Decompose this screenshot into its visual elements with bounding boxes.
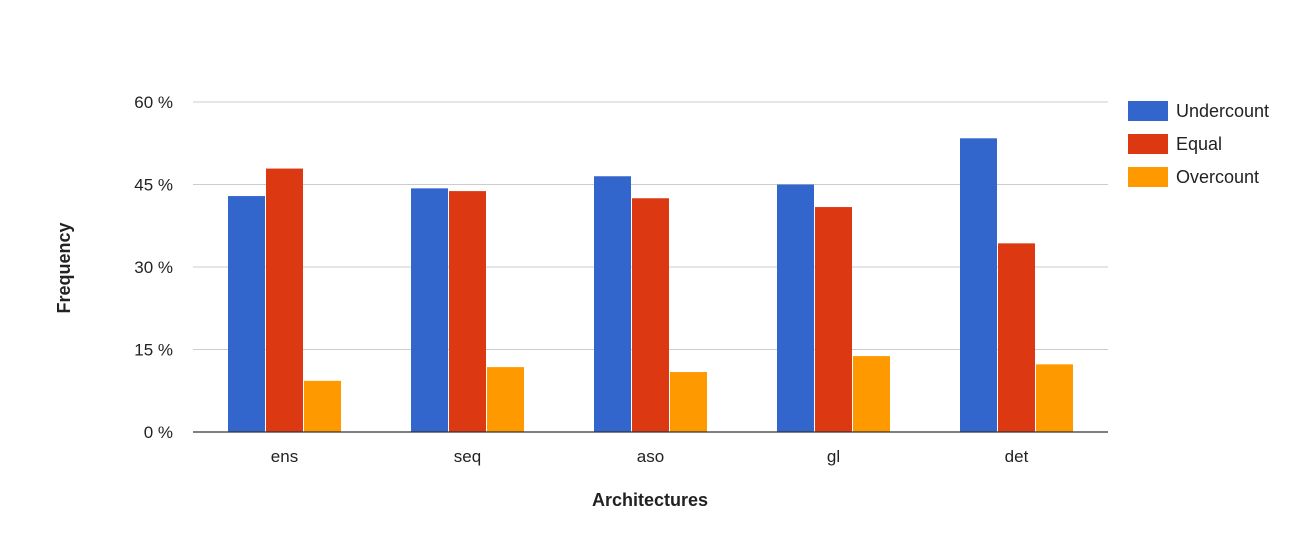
bar-overcount-ens bbox=[304, 380, 341, 432]
y-tick-labels: 0 % 15 % 30 % 45 % 60 % bbox=[134, 93, 173, 442]
y-tick-label: 0 % bbox=[144, 423, 173, 442]
bar-overcount-det bbox=[1036, 364, 1073, 432]
bar-equal-seq bbox=[449, 191, 486, 432]
x-tick-label: seq bbox=[454, 447, 481, 466]
y-axis-title: Frequency bbox=[54, 222, 74, 313]
bar-undercount-gl bbox=[777, 184, 814, 432]
legend-swatch bbox=[1128, 134, 1168, 154]
x-tick-label: det bbox=[1005, 447, 1029, 466]
x-axis-title: Architectures bbox=[592, 490, 708, 510]
x-tick-label: ens bbox=[271, 447, 298, 466]
legend-label: Equal bbox=[1176, 134, 1222, 154]
y-tick-label: 15 % bbox=[134, 341, 173, 360]
bar-equal-gl bbox=[815, 207, 852, 432]
bar-equal-aso bbox=[632, 198, 669, 432]
x-tick-label: gl bbox=[827, 447, 840, 466]
legend-swatch bbox=[1128, 167, 1168, 187]
bar-overcount-gl bbox=[853, 356, 890, 432]
bar-equal-ens bbox=[266, 168, 303, 433]
legend-item-equal: Equal bbox=[1128, 134, 1222, 154]
legend-item-overcount: Overcount bbox=[1128, 167, 1259, 187]
x-tick-label: aso bbox=[637, 447, 664, 466]
y-tick-label: 60 % bbox=[134, 93, 173, 112]
bar-undercount-det bbox=[960, 138, 997, 433]
bar-undercount-ens bbox=[228, 196, 265, 432]
bar-equal-det bbox=[998, 243, 1035, 432]
bars bbox=[228, 138, 1073, 433]
bar-undercount-seq bbox=[411, 188, 448, 432]
y-tick-label: 45 % bbox=[134, 176, 173, 195]
legend: Undercount Equal Overcount bbox=[1128, 101, 1269, 187]
bar-undercount-aso bbox=[594, 176, 631, 432]
bar-overcount-aso bbox=[670, 372, 707, 432]
legend-swatch bbox=[1128, 101, 1168, 121]
legend-label: Undercount bbox=[1176, 101, 1269, 121]
bar-overcount-seq bbox=[487, 367, 524, 432]
x-tick-labels: ens seq aso gl det bbox=[271, 447, 1029, 466]
y-tick-label: 30 % bbox=[134, 258, 173, 277]
legend-item-undercount: Undercount bbox=[1128, 101, 1269, 121]
legend-label: Overcount bbox=[1176, 167, 1259, 187]
